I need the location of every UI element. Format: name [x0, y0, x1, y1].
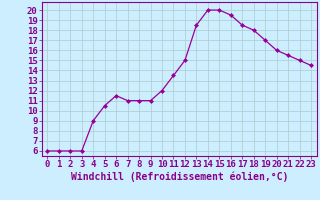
X-axis label: Windchill (Refroidissement éolien,°C): Windchill (Refroidissement éolien,°C): [70, 172, 288, 182]
